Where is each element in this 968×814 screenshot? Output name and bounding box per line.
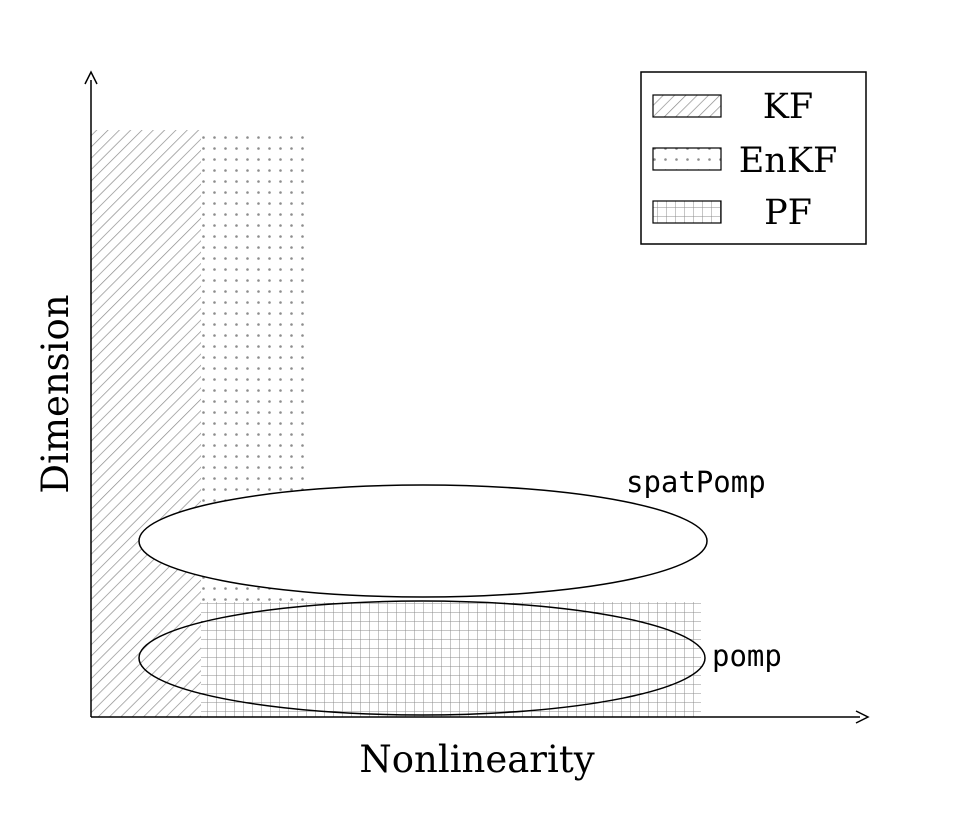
legend-swatch-kf xyxy=(652,94,722,118)
legend-label-pf: PF xyxy=(764,193,812,233)
x-axis-arrowhead xyxy=(855,710,870,724)
legend: KF EnKF PF xyxy=(640,71,867,245)
legend-label-kf: KF xyxy=(763,87,813,127)
pomp-label: pomp xyxy=(712,639,782,673)
pf-region xyxy=(201,602,701,717)
y-axis-label: Dimension xyxy=(34,294,77,493)
x-axis-label: Nonlinearity xyxy=(359,738,594,781)
legend-swatch-enkf xyxy=(652,147,722,171)
y-axis-arrowhead xyxy=(84,70,98,85)
legend-swatch-pf xyxy=(652,200,722,224)
legend-label-enkf: EnKF xyxy=(739,141,838,181)
pomp-ellipse xyxy=(138,600,706,716)
spatpomp-ellipse xyxy=(138,484,708,598)
kf-region xyxy=(91,130,201,717)
spatpomp-label: spatPomp xyxy=(626,465,766,499)
